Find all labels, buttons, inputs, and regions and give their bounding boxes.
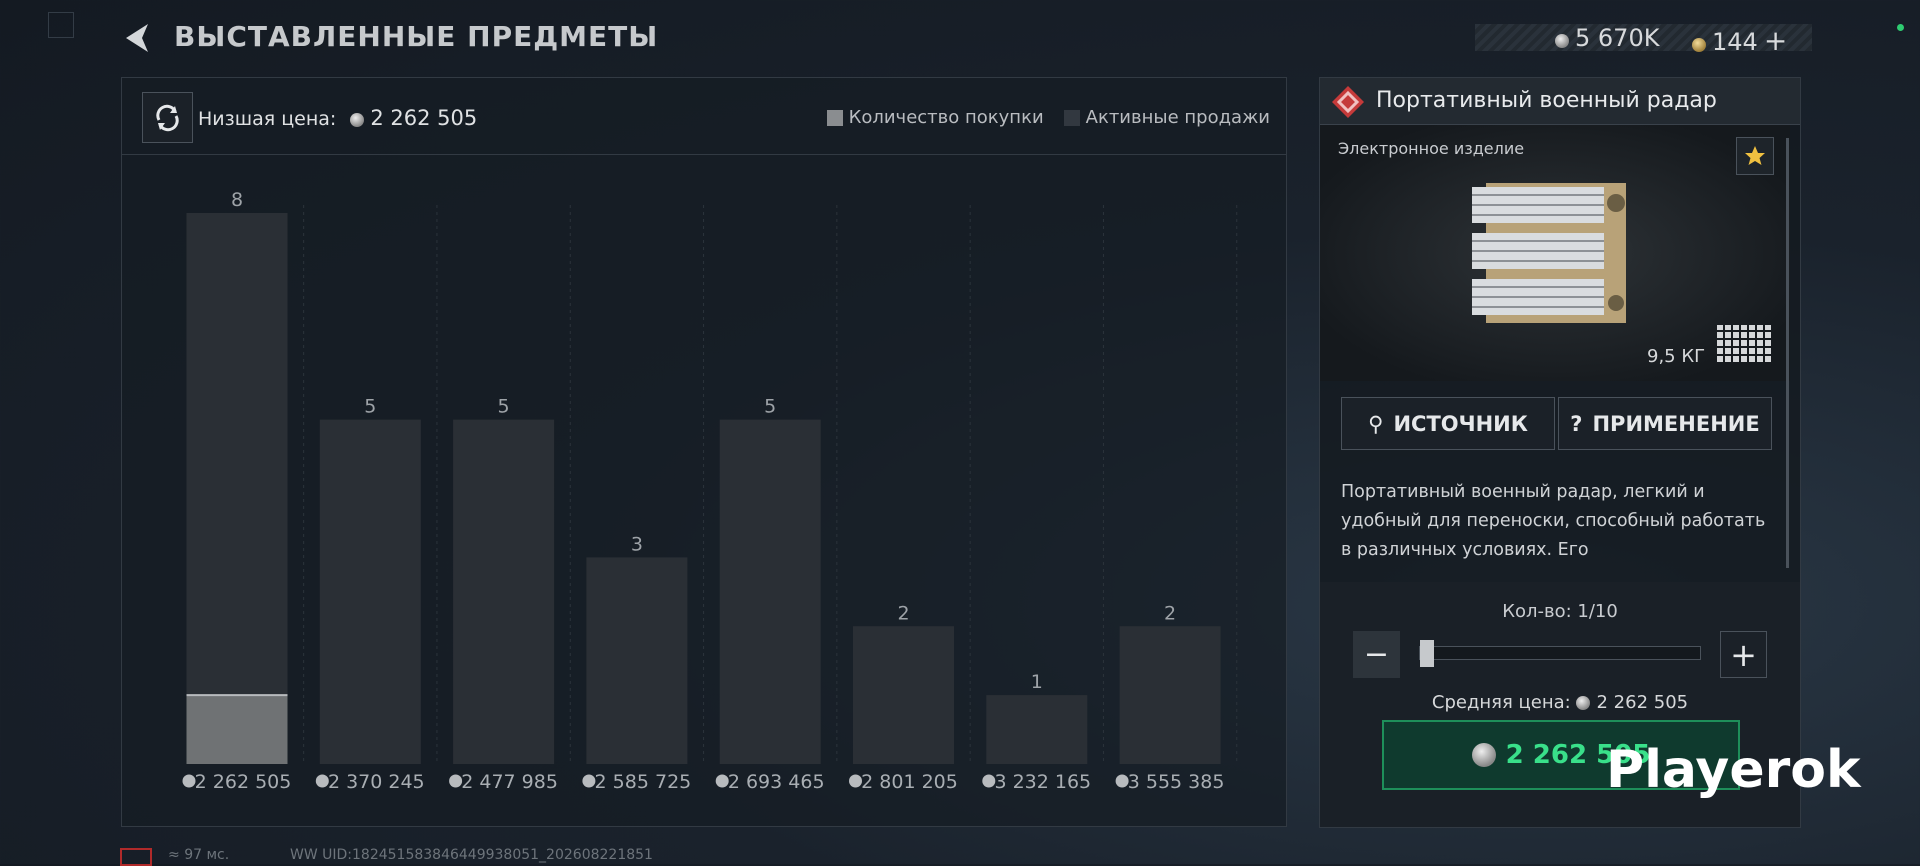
x-tick-label: 2 262 505: [195, 771, 292, 793]
usage-button[interactable]: ? ПРИМЕНЕНИЕ: [1558, 397, 1772, 450]
gold-balance: 144 +: [1692, 24, 1787, 57]
item-size-grid: [1717, 325, 1773, 362]
back-button[interactable]: [120, 20, 154, 56]
legend-item: Активные продажи: [1063, 107, 1270, 128]
quantity-slider[interactable]: [1419, 646, 1701, 660]
legend-label: Количество покупки: [848, 107, 1044, 128]
gold-value: 144: [1712, 28, 1758, 56]
lowest-price-label: Низшая цена:: [198, 108, 337, 130]
item-category: Электронное изделие: [1338, 139, 1525, 158]
average-price: Средняя цена: 2 262 505: [1320, 692, 1800, 713]
item-panel: Портативный военный радар Электронное из…: [1319, 77, 1801, 828]
question-icon: ?: [1570, 411, 1583, 436]
coin-icon: [1576, 696, 1591, 710]
x-tick-label: 2 801 205: [861, 771, 958, 793]
x-tick-label: 2 477 985: [461, 771, 558, 793]
legend-swatch: [1063, 109, 1080, 126]
lowest-price-value: 2 262 505: [370, 106, 478, 130]
search-icon: ⚲: [1368, 411, 1384, 436]
coin-icon: [449, 774, 463, 788]
quantity-label: Кол-во: 1/10: [1502, 601, 1618, 622]
data-label: 1: [1031, 671, 1043, 693]
usage-button-label: ПРИМЕНЕНИЕ: [1592, 411, 1760, 436]
data-label: 2: [1164, 602, 1176, 624]
gold-icon: [1692, 38, 1706, 52]
data-label: 5: [364, 396, 376, 418]
sale-bar: [853, 626, 954, 764]
ping: ≈ 97 мс.: [168, 847, 230, 863]
coin-icon: [582, 774, 596, 788]
watermark: Playerok: [1606, 740, 1861, 800]
x-tick-label: 3 232 165: [994, 771, 1091, 793]
refresh-button[interactable]: [142, 92, 193, 143]
buy-button[interactable]: 2 262 505: [1382, 720, 1740, 790]
data-label: 3: [631, 533, 643, 555]
lowest-price: Низшая цена: 2 262 505: [198, 106, 477, 130]
coin-icon: [849, 774, 862, 788]
rarity-icon: [1332, 86, 1364, 118]
item-name: Портативный военный радар: [1376, 88, 1717, 113]
favorite-button[interactable]: [1736, 137, 1774, 175]
sale-bar: [1119, 626, 1221, 764]
x-tick-label: 2 693 465: [728, 771, 825, 793]
sale-bar: [186, 213, 288, 764]
page-title: ВЫСТАВЛЕННЫЕ ПРЕДМЕТЫ: [174, 20, 659, 53]
status-dot: [1897, 24, 1904, 31]
item-description: Портативный военный радар, легкий и удоб…: [1341, 482, 1766, 560]
data-label: 5: [498, 396, 510, 418]
legend-swatch: [826, 109, 843, 126]
battery-icon: [120, 848, 152, 866]
purchase-bar: [186, 695, 288, 764]
item-image: [1472, 183, 1626, 323]
source-button[interactable]: ⚲ ИСТОЧНИК: [1341, 397, 1555, 450]
item-header: [1320, 78, 1800, 125]
price-chart: 8 5 5 3 5 2 1 2 2 262 505 2 370 245 2 477 985 2 585…: [182, 189, 1238, 793]
sale-bar: [453, 419, 555, 764]
data-label: 2: [897, 602, 909, 624]
sale-bar: [319, 419, 421, 764]
chart-panel: Низшая цена: 2 262 505 Количество покупк…: [121, 77, 1287, 827]
scrollbar: [1786, 138, 1789, 568]
add-gold[interactable]: +: [1763, 24, 1788, 57]
decrease-button[interactable]: −: [1353, 631, 1400, 678]
silver-icon: [1555, 34, 1569, 48]
data-label: 5: [764, 396, 776, 418]
data-label: 8: [231, 189, 243, 211]
coin-icon: [182, 774, 196, 788]
legend-label: Активные продажи: [1085, 107, 1270, 128]
item-weight: 9,5 КГ: [1647, 346, 1706, 367]
source-button-label: ИСТОЧНИК: [1393, 411, 1528, 436]
ping-value: 97 мс.: [184, 847, 230, 863]
uid: WW UID:182451583846449938051_20260822185…: [290, 847, 653, 863]
buy-price: 2 262 505: [1505, 740, 1651, 770]
x-tick-label: 2 585 725: [595, 771, 692, 793]
panel-header-divider: [122, 154, 1286, 155]
coin-icon: [350, 113, 365, 127]
slider-handle[interactable]: [1420, 640, 1434, 667]
silver-balance: 5 670K: [1555, 24, 1659, 52]
coin-icon: [1115, 774, 1129, 788]
sale-bar: [586, 557, 688, 764]
coin-icon: [715, 774, 729, 788]
legend-item: Количество покупки: [826, 107, 1044, 128]
average-price-label: Средняя цена:: [1431, 692, 1571, 713]
currency-bar: [1475, 24, 1812, 51]
coin-icon: [1471, 743, 1496, 767]
corner-box: [48, 12, 74, 38]
sale-bar: [719, 419, 821, 764]
legend: Количество покупки Активные продажи: [826, 107, 1270, 128]
silver-value: 5 670K: [1575, 24, 1660, 52]
sale-bar: [986, 695, 1088, 764]
increase-button[interactable]: +: [1720, 631, 1767, 678]
x-tick-label: 2 370 245: [328, 771, 425, 793]
average-price-value: 2 262 505: [1596, 692, 1689, 713]
coin-icon: [315, 774, 329, 788]
coin-icon: [982, 774, 996, 788]
x-tick-label: 3 555 385: [1128, 771, 1225, 793]
